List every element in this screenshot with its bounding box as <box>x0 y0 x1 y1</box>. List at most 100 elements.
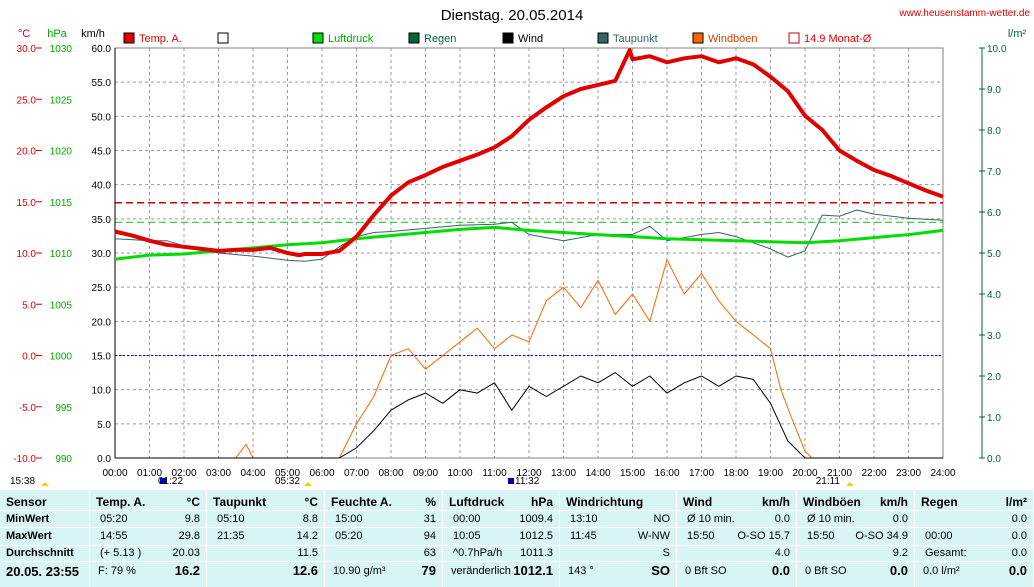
x-tick-label: 07:00 <box>344 468 369 479</box>
pressure-tick-label: 995 <box>55 403 72 414</box>
column-unit: km/h <box>879 495 908 509</box>
column-header: Windböen <box>803 495 861 509</box>
column-unit: % <box>425 495 436 509</box>
stats-table: Sensor MinWert MaxWert Durchschnitt 20.05. 2… <box>0 490 1034 587</box>
cell-value: 29.8 <box>178 530 200 542</box>
cell-value: 0.0 <box>892 513 908 525</box>
table-column-windrichtung: Windrichtung 13:10 NO 11:45 W-NW S 143 ° SO <box>560 490 677 587</box>
cell-time: 14:55 <box>100 530 128 542</box>
unit-pressure: hPa <box>47 28 67 40</box>
x-tick-label: 16:00 <box>654 468 679 479</box>
x-tick-label: 20:00 <box>792 468 817 479</box>
rain-tick-label: 4.0 <box>987 290 1001 301</box>
table-column-windboeen: Windböen km/h Ø 10 min. 0.0 15:50 O-SO 34.9 9.… <box>797 490 915 587</box>
sunrise-marker <box>304 482 312 486</box>
legend-label: 14.9 Monat-Ø <box>804 33 872 45</box>
cell-value: 0.0 <box>1011 547 1027 559</box>
rain-tick-label: 6.0 <box>987 208 1001 219</box>
legend-swatch <box>788 32 800 44</box>
temp-tick-label: 5.0 <box>22 300 36 311</box>
legend-label: Wind <box>518 33 543 45</box>
cell-time: 10:05 <box>453 530 481 542</box>
footer-value: 0.0 <box>889 563 908 578</box>
rain-tick-label: 0.0 <box>987 454 1001 465</box>
row-label: MaxWert <box>6 530 52 542</box>
pressure-tick-label: 1000 <box>50 352 73 363</box>
legend-label: Luftdruck <box>328 33 374 45</box>
table-column-wind: Wind km/h Ø 10 min. 0.0 15:50 O-SO 15.7 4.0 0 B… <box>677 490 797 587</box>
weather-chart: Dienstag. 20.05.2014 www.heusenstamm-wet… <box>10 7 1030 487</box>
column-header: Feuchte A. <box>331 495 392 509</box>
legend-swatch <box>692 32 704 44</box>
column-header: Luftdruck <box>449 495 505 509</box>
speed-tick-label: 60.0 <box>92 44 112 55</box>
column-unit: hPa <box>530 495 553 509</box>
footer-detail: veränderlich <box>451 565 511 577</box>
series-layer <box>114 48 944 459</box>
cell-time: ^0.7hPa/h <box>453 547 503 559</box>
unit-speed: km/h <box>81 28 105 40</box>
table-column-luftdruck: Luftdruck hPa 00:00 1009.4 10:05 1012.5 ^0.7hP… <box>443 490 560 587</box>
x-marker-label: 15:38 <box>10 476 35 487</box>
cell-value: 14.2 <box>296 530 318 542</box>
cell-value: 31 <box>423 513 436 525</box>
x-tick-label: 09:00 <box>413 468 438 479</box>
cell-value: 0.0 <box>1011 513 1027 525</box>
x-tick-label: 23:00 <box>896 468 921 479</box>
cell-value: 1011.3 <box>520 547 553 559</box>
footer-detail: 0 Bft SO <box>685 565 727 577</box>
cell-value: NO <box>653 513 671 525</box>
cell-time: Ø 10 min. <box>687 513 735 525</box>
pressure-tick-label: 1010 <box>50 249 73 260</box>
x-tick-label: 10:00 <box>447 468 472 479</box>
x-tick-label: 01:00 <box>137 468 162 479</box>
cell-time: 00:00 <box>925 530 953 542</box>
cell-value: 8.8 <box>302 513 318 525</box>
sunrise-marker <box>41 482 49 486</box>
speed-tick-label: 10.0 <box>92 386 112 397</box>
rain-tick-label: 10.0 <box>987 44 1007 55</box>
column-header: Sensor <box>6 495 47 509</box>
speed-tick-label: 55.0 <box>92 78 112 89</box>
axes: 30.0 25.0 20.0 15.0 10.0 5.0 0.0 -5.0 -10.0 1030 1… <box>13 44 1007 479</box>
x-tick-label: 18:00 <box>723 468 748 479</box>
cell-time: 15:00 <box>335 513 363 525</box>
cell-value: 94 <box>423 530 436 542</box>
table-column-temp: Temp. A. °C 05:20 9.8 14:55 29.8 (+ 5.13 ) 20.0… <box>90 490 207 587</box>
footer-timestamp: 20.05. 23:55 <box>6 564 80 579</box>
temp-tick-label: 10.0 <box>17 249 37 260</box>
cell-time: 05:10 <box>217 513 245 525</box>
rain-tick-label: 7.0 <box>987 167 1001 178</box>
footer-detail: 0 Bft SO <box>805 565 847 577</box>
series-line <box>114 48 944 258</box>
temp-tick-label: 30.0 <box>17 44 37 55</box>
x-tick-label: 11:00 <box>482 468 507 479</box>
x-tick-label: 06:00 <box>309 468 334 479</box>
footer-value: 12.6 <box>292 563 318 578</box>
legend-swatch <box>312 32 324 44</box>
footer-detail: F: 79 % <box>98 565 136 577</box>
table-column-regen: Regen l/m² 0.0 00:00 0.0 Gesamt: 0.0 0.0 l/m² 0.… <box>915 490 1034 587</box>
table-row-divider <box>0 510 1034 511</box>
table-column-taupunkt: Taupunkt °C 05:10 8.8 21:35 14.2 11.5 12.6 <box>207 490 325 587</box>
cell-value: 9.2 <box>892 547 908 559</box>
cell-time: 00:00 <box>453 513 481 525</box>
x-tick-label: 19:00 <box>758 468 783 479</box>
cell-time: (+ 5.13 ) <box>100 547 142 559</box>
cell-value: O-SO 15.7 <box>737 530 790 542</box>
x-markers: 15:38 01:22 05:32 11:32 21:11 <box>10 476 854 487</box>
table-column-feuchte: Feuchte A.% 15:00 31 05:20 94 63 10.90 g/m³ 79 <box>325 490 443 587</box>
cell-time: Ø 10 min. <box>807 513 855 525</box>
speed-tick-label: 35.0 <box>92 215 112 226</box>
series-line <box>114 209 944 262</box>
cell-time: 21:35 <box>217 530 245 542</box>
x-tick-label: 00:00 <box>102 468 127 479</box>
cell-value: 0.0 <box>1011 530 1027 542</box>
x-tick-label: 13:00 <box>551 468 576 479</box>
cell-value: 63 <box>423 547 436 559</box>
column-unit: °C <box>186 495 200 509</box>
cell-time: 15:50 <box>687 530 715 542</box>
speed-tick-label: 0.0 <box>97 454 111 465</box>
x-marker-label: 11:32 <box>515 476 540 487</box>
temp-tick-label: -5.0 <box>19 403 37 414</box>
